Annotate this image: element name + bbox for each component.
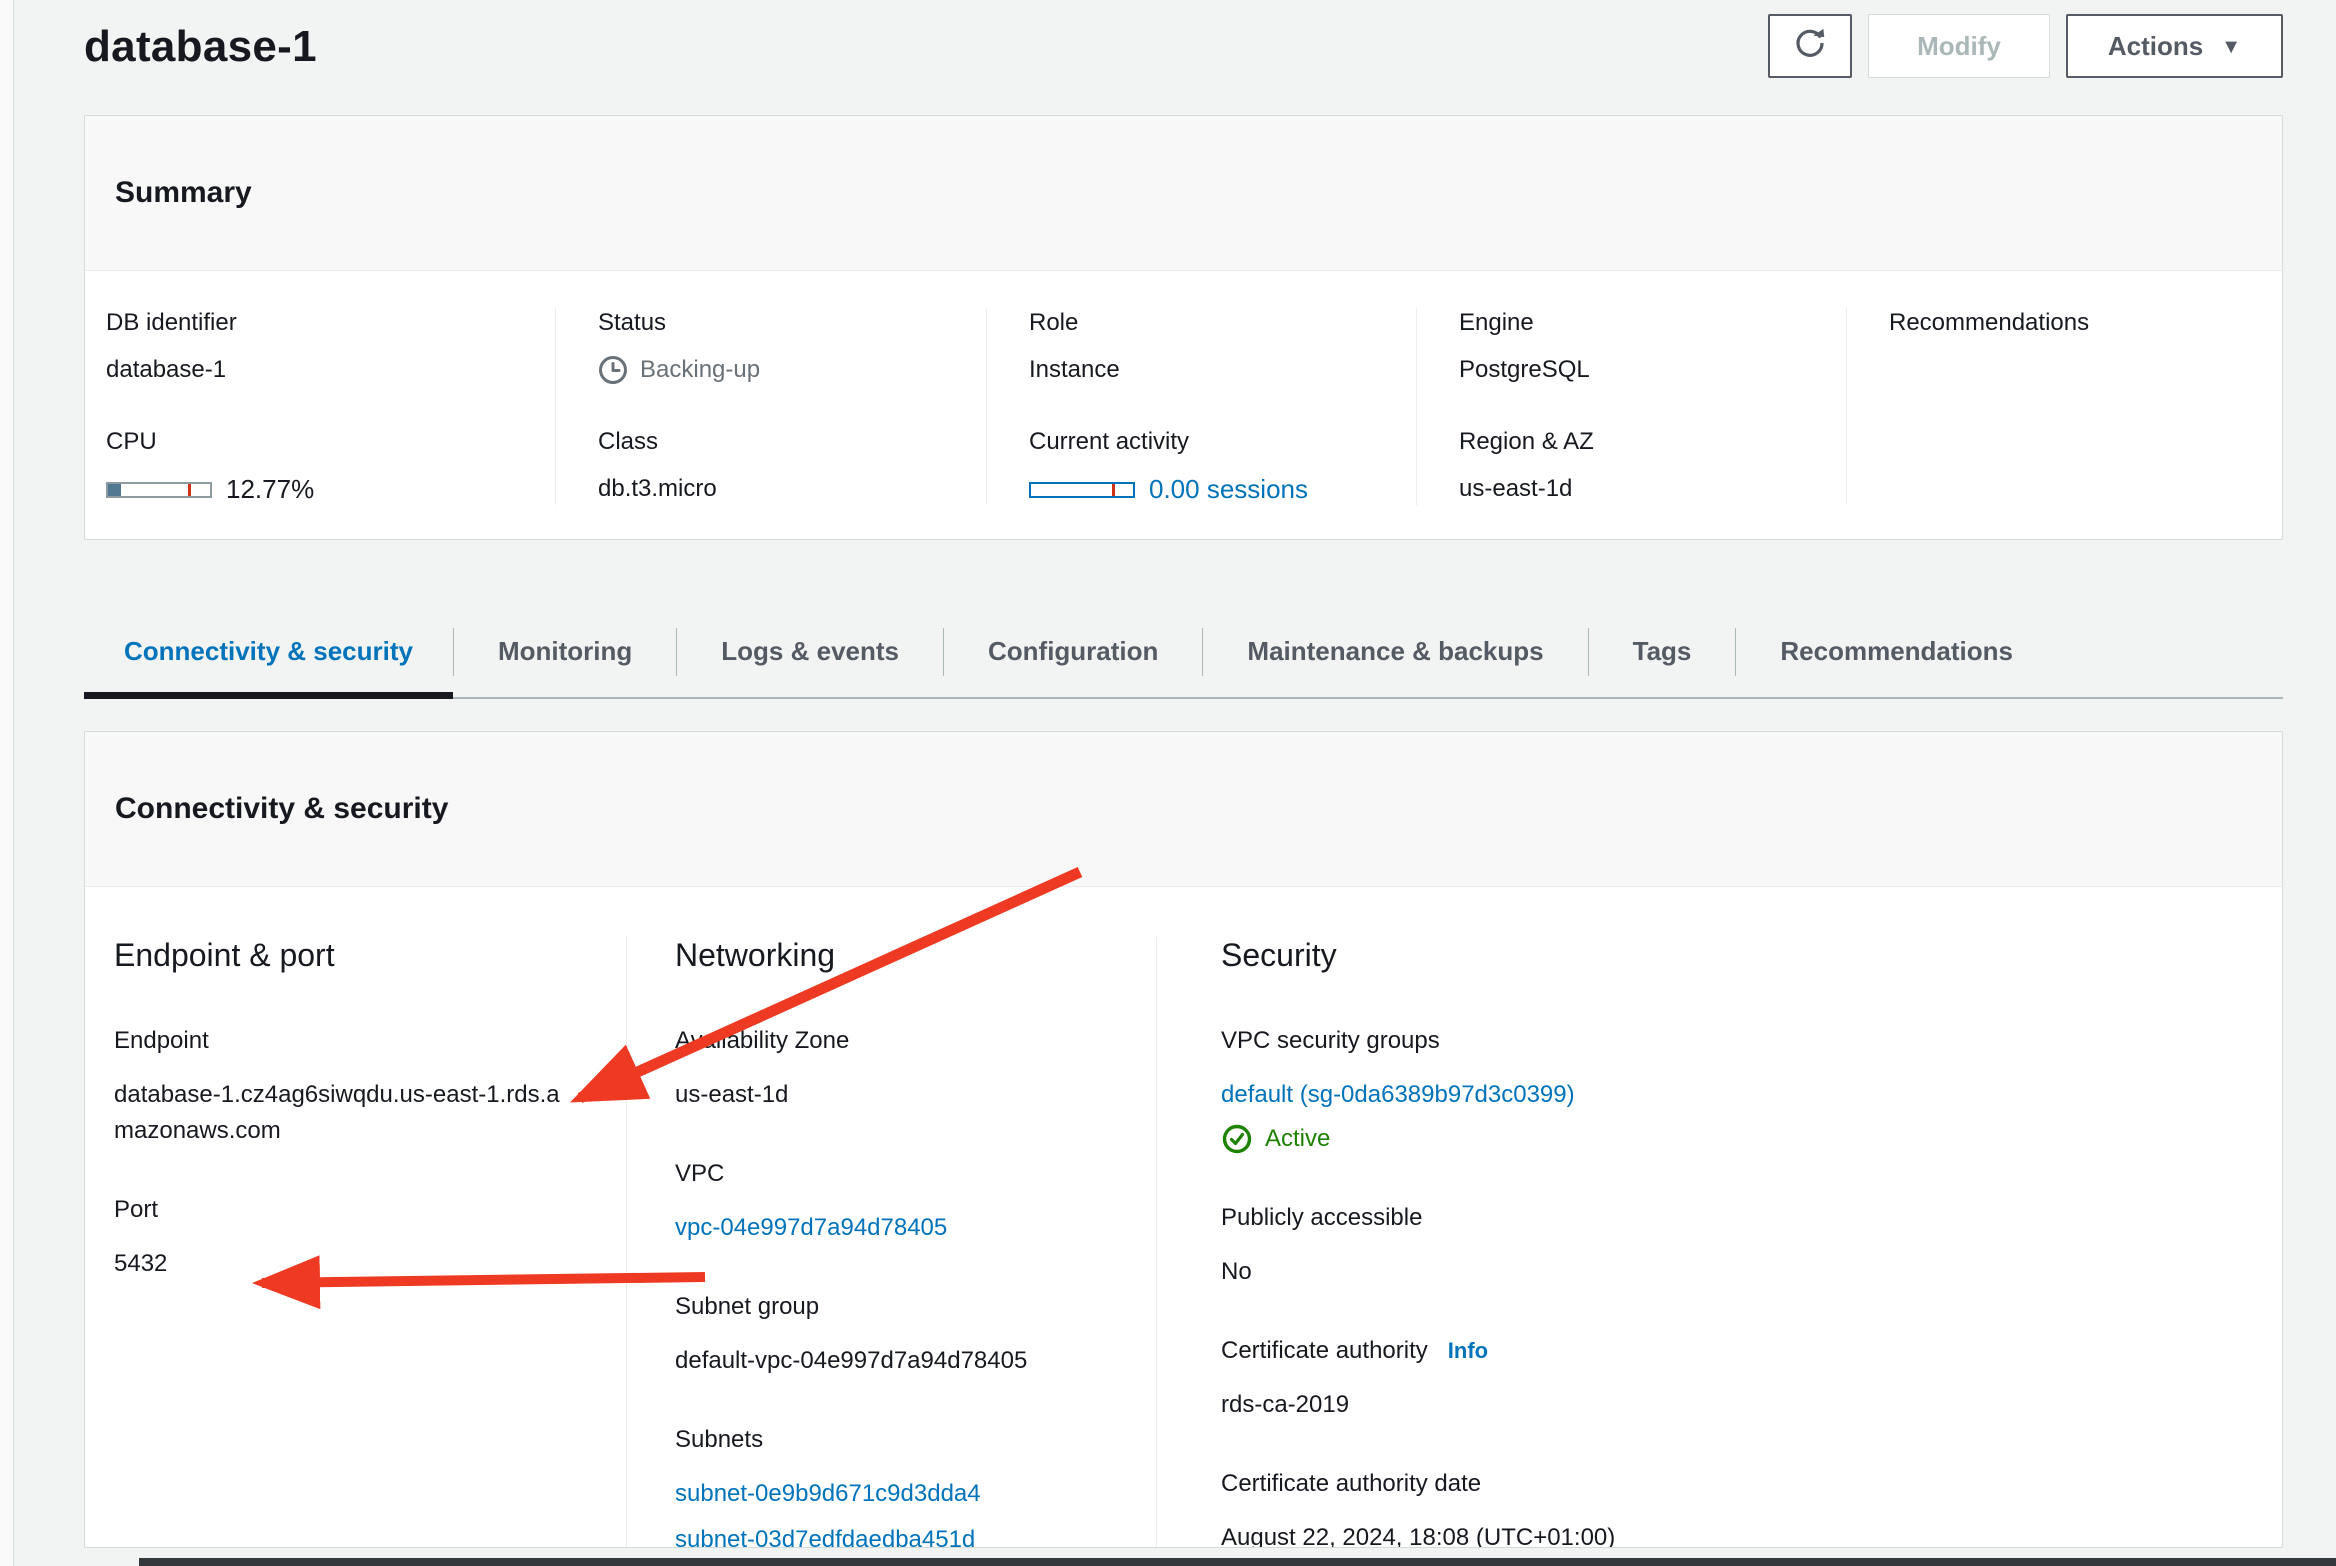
refresh-icon [1793, 26, 1827, 67]
role-label: Role [1029, 309, 1079, 336]
connectivity-title: Connectivity & security [115, 792, 449, 825]
summary-body: DB identifier database-1 CPU 12.77% [85, 271, 2282, 539]
connectivity-body: Endpoint & port Endpoint database-1.cz4a… [85, 887, 2282, 1547]
page-title: database-1 [84, 22, 317, 71]
check-circle-icon [1221, 1123, 1253, 1155]
vpc-security-groups-label: VPC security groups [1221, 1027, 1440, 1054]
tab-monitoring[interactable]: Monitoring [497, 636, 633, 666]
tab-separator [1202, 627, 1204, 676]
region-az-label: Region & AZ [1459, 428, 1594, 455]
connectivity-panel-header: Connectivity & security [85, 732, 2282, 887]
publicly-accessible-value: No [1221, 1258, 1252, 1285]
header-actions: Modify Actions ▼ [1768, 14, 2283, 78]
status-value: Backing-up [640, 356, 761, 383]
security-section: Security VPC security groups default (sg… [1156, 937, 2282, 1547]
tab-tags[interactable]: Tags [1632, 636, 1692, 666]
summary-panel: Summary DB identifier database-1 CPU 12.… [84, 115, 2283, 540]
subnet-link[interactable]: subnet-0e9b9d671c9d3dda4 [675, 1480, 981, 1507]
summary-col-recommendations: Recommendations [1846, 308, 2282, 505]
detail-tabs: Connectivity & security Monitoring Logs … [84, 604, 2283, 699]
security-group-link[interactable]: default (sg-0da6389b97d3c0399) [1221, 1081, 1575, 1108]
engine-label: Engine [1459, 309, 1534, 336]
port-value: 5432 [114, 1250, 168, 1277]
networking-section: Networking Availability Zone us-east-1d … [626, 937, 1156, 1547]
endpoint-port-section: Endpoint & port Endpoint database-1.cz4a… [85, 937, 626, 1547]
security-group-status: Active [1265, 1125, 1331, 1152]
certificate-authority-label: Certificate authority [1221, 1337, 1428, 1364]
page-header: database-1 Modify Actions ▼ [84, 0, 2283, 115]
summary-title: Summary [115, 176, 252, 209]
tab-separator [676, 627, 678, 676]
endpoint-value: database-1.cz4ag6siwqdu.us-east-1.rds.am… [114, 1081, 560, 1144]
tab-configuration[interactable]: Configuration [988, 636, 1159, 666]
subnet-link[interactable]: subnet-03d7edfdaedba451d [675, 1526, 976, 1547]
current-activity-label: Current activity [1029, 428, 1190, 455]
availability-zone-label: Availability Zone [675, 1027, 850, 1054]
security-title: Security [1221, 937, 1337, 973]
region-az-value: us-east-1d [1459, 475, 1573, 502]
recommendations-label: Recommendations [1889, 309, 2090, 336]
viewport-bottom-edge [139, 1558, 2336, 1566]
cpu-meter [106, 481, 212, 498]
connectivity-panel: Connectivity & security Endpoint & port … [84, 731, 2283, 1548]
endpoint-port-title: Endpoint & port [114, 937, 335, 973]
status-label: Status [598, 309, 667, 336]
summary-col-identifier: DB identifier database-1 CPU 12.77% [85, 308, 555, 505]
port-label: Port [114, 1196, 159, 1223]
refresh-button[interactable] [1768, 14, 1853, 78]
endpoint-label: Endpoint [114, 1027, 209, 1054]
tab-separator [1587, 627, 1589, 676]
publicly-accessible-label: Publicly accessible [1221, 1204, 1423, 1231]
tab-logs-events[interactable]: Logs & events [721, 636, 899, 666]
vpc-label: VPC [675, 1160, 725, 1187]
certificate-authority-value: rds-ca-2019 [1221, 1391, 1350, 1418]
tab-maintenance-backups[interactable]: Maintenance & backups [1247, 636, 1544, 666]
subnet-group-value: default-vpc-04e997d7a94d78405 [675, 1347, 1028, 1374]
sessions-meter-marker [1111, 483, 1115, 496]
summary-col-status: Status Backing-up Class db.t3.micro [555, 308, 986, 505]
sessions-meter [1029, 481, 1135, 498]
actions-button-label: Actions [2107, 30, 2204, 61]
certificate-authority-date-value: August 22, 2024, 18:08 (UTC+01:00) [1221, 1524, 1616, 1547]
class-label: Class [598, 428, 659, 455]
db-identifier-value: database-1 [106, 356, 227, 383]
cpu-meter-marker [187, 483, 191, 496]
summary-col-engine: Engine PostgreSQL Region & AZ us-east-1d [1416, 308, 1846, 505]
tab-separator [452, 627, 454, 676]
tab-recommendations[interactable]: Recommendations [1780, 636, 2013, 666]
window-left-edge [0, 0, 14, 1566]
cpu-label: CPU [106, 428, 157, 455]
class-value: db.t3.micro [598, 475, 717, 502]
summary-panel-header: Summary [85, 116, 2282, 271]
actions-button[interactable]: Actions ▼ [2065, 14, 2283, 78]
engine-value: PostgreSQL [1459, 356, 1590, 383]
subnets-label: Subnets [675, 1426, 764, 1453]
subnet-group-label: Subnet group [675, 1293, 820, 1320]
availability-zone-value: us-east-1d [675, 1081, 789, 1108]
tab-connectivity-security[interactable]: Connectivity & security [84, 604, 453, 699]
caret-down-icon: ▼ [2221, 35, 2241, 58]
sessions-link[interactable]: 0.00 sessions [1149, 474, 1308, 504]
certificate-authority-info-link[interactable]: Info [1447, 1338, 1489, 1363]
summary-col-role: Role Instance Current activity 0.00 sess… [986, 308, 1416, 505]
tab-separator [1735, 627, 1737, 676]
networking-title: Networking [675, 937, 836, 973]
cpu-meter-fill [108, 483, 122, 496]
clock-icon [598, 355, 628, 385]
vpc-link[interactable]: vpc-04e997d7a94d78405 [675, 1214, 948, 1241]
cpu-percent-value: 12.77% [226, 474, 315, 504]
db-identifier-label: DB identifier [106, 309, 237, 336]
role-value: Instance [1029, 356, 1120, 383]
certificate-authority-date-label: Certificate authority date [1221, 1470, 1482, 1497]
tab-separator [943, 627, 944, 676]
modify-button[interactable]: Modify [1868, 14, 2050, 78]
